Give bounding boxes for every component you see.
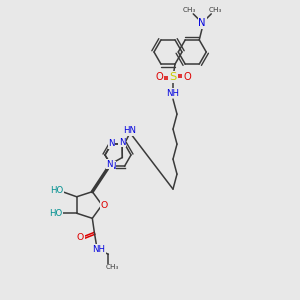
Text: HN: HN — [123, 126, 136, 135]
Text: O: O — [100, 200, 108, 209]
Text: N: N — [108, 139, 115, 148]
Text: HO: HO — [50, 186, 63, 195]
Text: S: S — [169, 72, 177, 82]
Text: CH₃: CH₃ — [208, 7, 222, 13]
Text: CH₃: CH₃ — [106, 264, 119, 270]
Text: N: N — [109, 162, 116, 171]
Text: HO: HO — [49, 209, 62, 218]
Text: CH₃: CH₃ — [183, 7, 196, 13]
Text: NH: NH — [92, 245, 105, 254]
Text: O: O — [183, 72, 191, 82]
Text: O: O — [155, 72, 163, 82]
Text: O: O — [77, 233, 84, 242]
Text: N: N — [119, 138, 125, 147]
Text: N: N — [106, 160, 113, 169]
Text: NH: NH — [167, 88, 179, 98]
Text: N: N — [199, 18, 206, 28]
